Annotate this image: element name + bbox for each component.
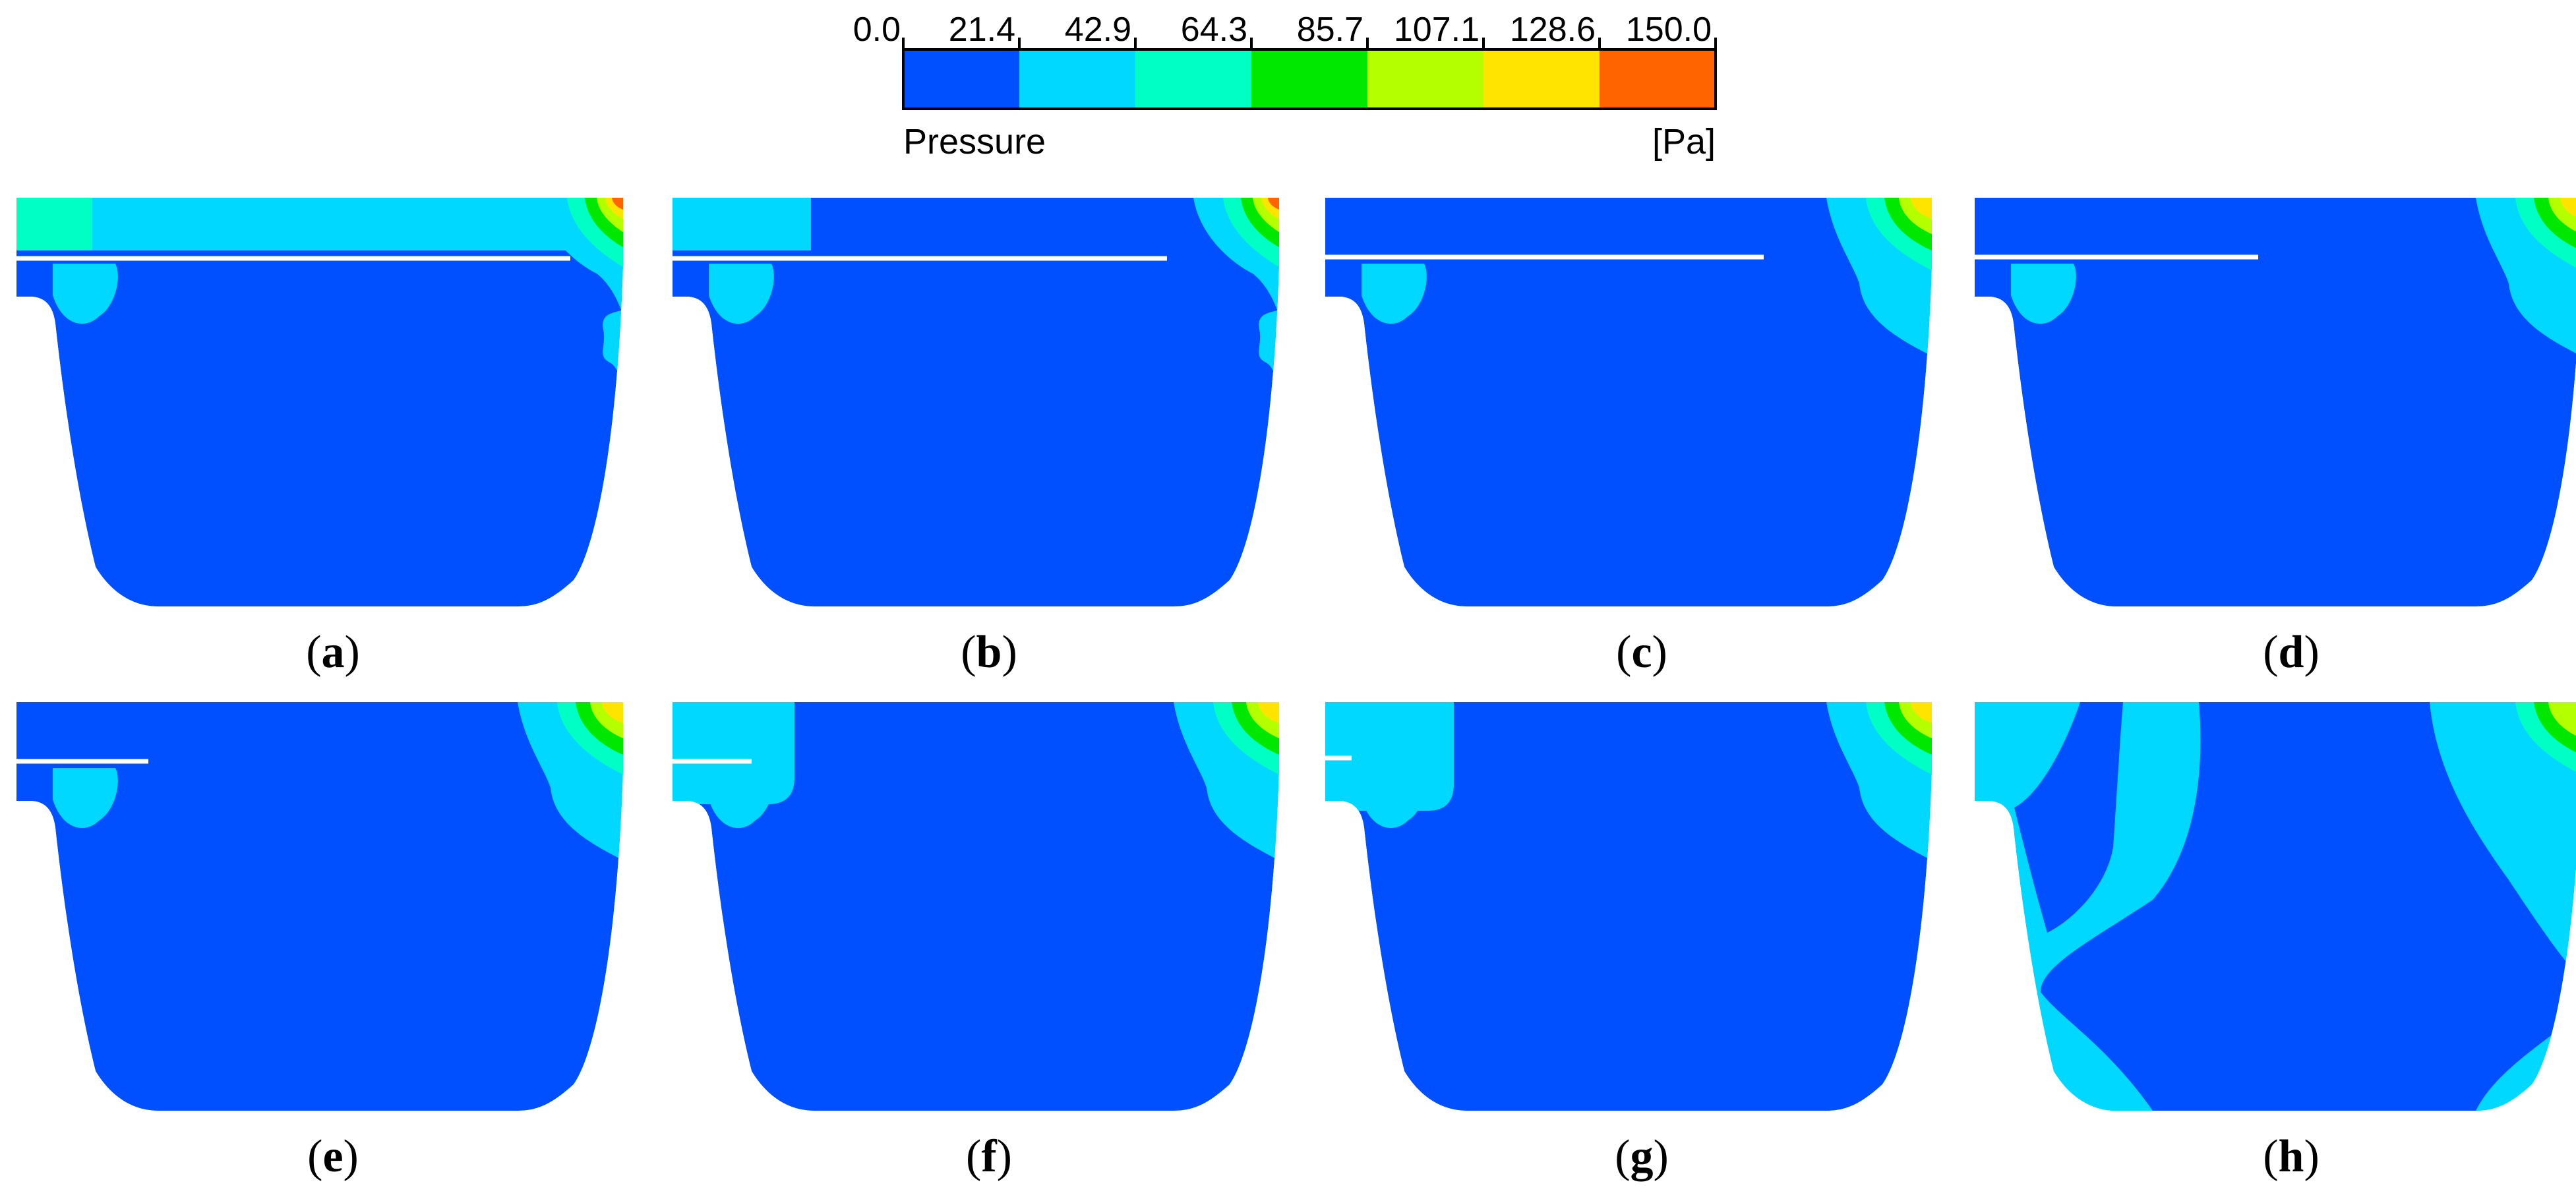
pressure-field [1325, 198, 1932, 606]
panel-label-letter: e [322, 1131, 344, 1182]
contour-panel-h [1975, 702, 2576, 1111]
upper-block [673, 198, 811, 250]
upper-left-region [16, 198, 92, 250]
contour-panel-b [673, 198, 1279, 606]
panel-label-open: ( [2263, 1131, 2279, 1182]
pressure-colorbar: 0.0 21.4 42.9 64.3 85.7 107.1 128.6 150.0 Press… [853, 11, 1717, 161]
panel-label-open: ( [961, 627, 976, 678]
colorbar-swatch [1600, 49, 1716, 109]
panel-label-a: (a) [234, 626, 432, 679]
panel-label-close: ) [996, 1131, 1012, 1182]
colorbar-swatch [903, 49, 1020, 109]
colorbar-tick-label: 85.7 [1297, 11, 1363, 49]
colorbar-swatch [1251, 49, 1368, 109]
tank-domain [1325, 702, 1932, 1111]
corner-contour-yellow [2560, 198, 2576, 219]
left-core-region [2014, 702, 2123, 933]
tank-domain [673, 198, 1279, 606]
panel-label-open: ( [306, 627, 322, 678]
colorbar-tick-label: 42.9 [1065, 11, 1131, 49]
tank-domain [673, 702, 1279, 1111]
panel-label-letter: h [2278, 1131, 2304, 1182]
panel-label-b: (b) [890, 626, 1088, 679]
colorbar-unit: [Pa] [1652, 122, 1716, 161]
corner-contour-yellow [1911, 702, 1932, 723]
colorbar-tick-label: 107.1 [1394, 11, 1480, 49]
contour-panel-c [1325, 198, 1932, 606]
colorbar-tick-label: 21.4 [949, 11, 1015, 49]
pressure-field [1325, 702, 1932, 1111]
corner-contour-lime-h [2548, 702, 2576, 738]
corner-contour-yellow [1258, 702, 1279, 723]
panel-label-letter: b [976, 627, 1002, 678]
contour-panel-g [1325, 702, 1932, 1111]
corner-contour-orange [612, 198, 623, 210]
colorbar-frame [902, 48, 1717, 110]
panel-label-h: (h) [2192, 1130, 2390, 1183]
contour-panel-d [1975, 198, 2576, 606]
panel-label-close: ) [1002, 627, 1017, 678]
panel-label-open: ( [2263, 627, 2279, 678]
contour-panel-e [16, 702, 623, 1111]
panel-label-e: (e) [234, 1130, 432, 1183]
panel-label-f: (f) [890, 1130, 1088, 1183]
corner-contour-orange [1268, 198, 1279, 210]
colorbar-tick-label: 150.0 [1626, 11, 1712, 49]
colorbar-tick-label: 128.6 [1510, 11, 1596, 49]
inlet-bubble [709, 768, 774, 829]
pressure-field [1975, 702, 2576, 1111]
panel-label-close: ) [2304, 1131, 2320, 1182]
pressure-field [16, 198, 623, 606]
panel-label-close: ) [344, 627, 360, 678]
colorbar-tick-labels: 0.0 21.4 42.9 64.3 85.7 107.1 128.6 150.0 [853, 11, 1712, 49]
panel-label-open: ( [1615, 1131, 1631, 1182]
panel-label-letter: g [1630, 1131, 1654, 1182]
panel-label-close: ) [343, 1131, 359, 1182]
colorbar-swatch [1367, 49, 1484, 109]
tank-domain [16, 702, 623, 1111]
pressure-field [673, 198, 1279, 606]
tank-domain [16, 198, 623, 606]
tank-domain [1975, 198, 2576, 606]
colorbar-tick-label: 64.3 [1181, 11, 1247, 49]
inlet-bubble [709, 264, 774, 324]
corner-contour-yellow [1911, 198, 1932, 219]
panel-label-letter: d [2278, 627, 2304, 678]
panel-label-close: ) [1652, 627, 1667, 678]
inlet-bubble [1362, 264, 1427, 324]
panel-label-g: (g) [1543, 1130, 1741, 1183]
contour-panel-f [673, 702, 1279, 1111]
upper-region [16, 198, 623, 250]
panel-label-letter: a [321, 627, 345, 678]
pressure-field [1975, 198, 2576, 606]
colorbar-swatches [903, 49, 1716, 109]
panel-label-close: ) [1653, 1131, 1669, 1182]
inlet-bubble [53, 768, 118, 829]
panel-label-c: (c) [1543, 626, 1741, 679]
inlet-bubble [53, 264, 118, 324]
panel-label-open: ( [966, 1131, 982, 1182]
panel-label-d: (d) [2192, 626, 2390, 679]
panel-label-letter: c [1631, 627, 1652, 678]
panel-label-letter: f [981, 1131, 997, 1182]
colorbar-tick-label: 0.0 [853, 11, 901, 49]
colorbar-ticks [902, 38, 1717, 49]
panel-label-open: ( [307, 1131, 323, 1182]
inlet-bubble [1362, 768, 1427, 829]
corner-contour-yellow [602, 702, 623, 723]
contour-panel-a [16, 198, 623, 606]
colorbar-swatch [1483, 49, 1600, 109]
colorbar-swatch [1135, 49, 1252, 109]
pressure-field [16, 702, 623, 1111]
colorbar-title: Pressure [903, 122, 1046, 161]
tank-domain [1325, 198, 1932, 606]
colorbar-swatch [1019, 49, 1136, 109]
panel-label-close: ) [2304, 627, 2320, 678]
pressure-field [673, 702, 1279, 1111]
panel-label-open: ( [1616, 627, 1632, 678]
inlet-bubble [2011, 264, 2076, 324]
